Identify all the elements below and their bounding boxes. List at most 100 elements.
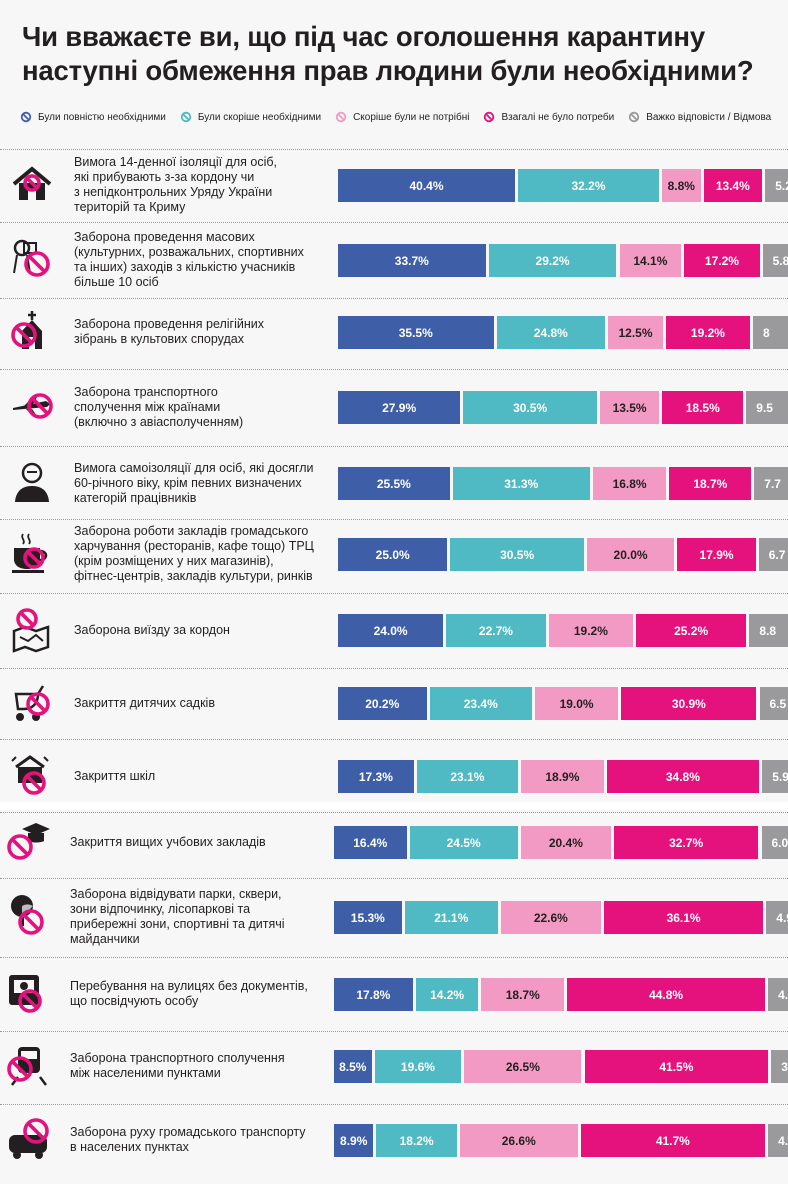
bar-segment: 20.4% xyxy=(520,826,611,859)
row-label-line: між населеними пунктами xyxy=(70,1066,221,1080)
bar-segment: 18.7% xyxy=(669,467,752,500)
legend: Були повністю необхідними Були скоріше не… xyxy=(20,108,788,126)
bar-value-label: 6.5 xyxy=(769,696,787,711)
bar-segment: 19.6% xyxy=(374,1050,462,1083)
bar-segment: 17.8% xyxy=(334,978,413,1011)
bar-segment: 18.5% xyxy=(662,391,744,424)
row-label-line: Закриття шкіл xyxy=(74,768,156,783)
row-separator xyxy=(0,878,788,879)
bar-segment: 8.9% xyxy=(334,1124,374,1157)
bar-segment: 13.5% xyxy=(600,391,660,424)
row-label: Заборона проведення масових (культурних, … xyxy=(74,230,304,290)
legend-label: Були повністю необхідними xyxy=(38,111,166,123)
row-label-line: більше 10 осіб xyxy=(74,275,159,289)
bar-value-label: 27.9% xyxy=(382,400,417,415)
bar-value-label: 26.6% xyxy=(501,1133,536,1148)
bar-value-label: 5.8 xyxy=(772,253,788,268)
bar-segment: 44.8% xyxy=(567,978,766,1011)
row-label-line: зібрань в культових спорудах xyxy=(74,332,244,346)
elderly-person-icon xyxy=(15,462,49,502)
row-label-line: Заборона відвідувати парки, сквери, xyxy=(70,887,282,901)
bar-segment: 14.2% xyxy=(415,978,479,1011)
bar-segment: 26.6% xyxy=(459,1124,578,1157)
bar-value-label: 20.0% xyxy=(613,547,648,562)
bar-segment: 40.4% xyxy=(338,169,515,202)
row-label: Закриття шкіл xyxy=(74,769,155,784)
bar-segment: 23.1% xyxy=(416,760,518,793)
bar-value-label: 30.5% xyxy=(513,400,548,415)
row-label-line: та інших) заходів з кількістю учасників xyxy=(74,260,296,274)
bar-value-label: 22.6% xyxy=(533,910,568,925)
row-separator xyxy=(0,369,788,370)
airplane-ban-icon xyxy=(13,393,53,419)
bar-value-label: 25.5% xyxy=(376,476,411,491)
bar-segment: 13.4% xyxy=(703,169,763,202)
bar-segment: 41.7% xyxy=(580,1124,766,1157)
bar-value-label: 19.2% xyxy=(573,623,608,638)
row-label: Заборона проведення релігійних зібрань в … xyxy=(74,317,264,347)
row-separator xyxy=(0,149,788,150)
bar-value-label: 23.4% xyxy=(463,696,498,711)
row-label-line: Перебування на вулицях без документів, xyxy=(70,979,308,993)
bar-segment: 7.7 xyxy=(754,467,788,500)
bar-value-label: 6.7 xyxy=(768,547,786,562)
bar-value-label: 41.5% xyxy=(659,1059,694,1074)
bar-value-label: 32.7% xyxy=(669,835,704,850)
bar-segment: 19.2% xyxy=(665,316,750,349)
row-label-line: сполучення між країнами xyxy=(74,399,221,414)
legend-item: Були повністю необхідними xyxy=(20,111,166,123)
bar-value-label: 8.8 xyxy=(759,623,777,638)
bar-value-label: 41.7% xyxy=(655,1133,690,1148)
legend-item: Взагалі не було потреби xyxy=(483,111,614,123)
bar-segment: 5.2 xyxy=(765,169,788,202)
bar-segment: 36.1% xyxy=(603,901,764,934)
bar-value-label: 35.5% xyxy=(398,325,433,340)
coffee-cup-ban-icon xyxy=(12,533,48,573)
row-separator xyxy=(0,519,788,520)
row-separator xyxy=(0,446,788,447)
bar-value-label: 30.5% xyxy=(500,547,535,562)
bar-value-label: 8.8% xyxy=(667,178,695,193)
row-label-line: категорій працівників xyxy=(74,490,197,505)
bar-segment: 4.5 xyxy=(768,1124,788,1157)
row-label-line: які прибувають з-за кордону чи xyxy=(74,170,255,184)
bar-value-label: 40.4% xyxy=(409,178,444,193)
bar-segment: 27.9% xyxy=(338,391,461,424)
row-label-line: прибережні зони, спортивні та дитячі xyxy=(70,917,285,931)
bar-segment: 21.1% xyxy=(404,901,498,934)
bar-value-label: 18.9% xyxy=(545,769,580,784)
row-label: Заборона руху громадського транспорту в н… xyxy=(70,1125,306,1155)
bar-value-label: 30.9% xyxy=(671,696,706,711)
bar-segment: 30.9% xyxy=(621,687,757,720)
row-label-line: майданчики xyxy=(70,932,140,946)
chart-title: Чи вважаєте ви, що під час оголошення ка… xyxy=(22,20,782,88)
church-ban-icon xyxy=(11,311,42,349)
row-label: Вимога 14-денної ізоляції для осіб, які п… xyxy=(74,155,277,215)
bar-value-label: 23.1% xyxy=(450,769,485,784)
bar-segment: 24.5% xyxy=(409,826,518,859)
legend-label: Важко відповісти / Відмова xyxy=(646,111,772,123)
stroller-ban-icon xyxy=(14,685,50,721)
bar-value-label: 25.2% xyxy=(674,623,709,638)
row-label-line: Заборона проведення масових xyxy=(74,230,255,244)
bar-value-label: 25.0% xyxy=(375,547,410,562)
row-label-line: (крім розміщених у них магазинів), xyxy=(74,554,274,568)
row-label: Заборона виїзду за кордон xyxy=(74,623,230,638)
bar-segment: 29.2% xyxy=(488,244,617,277)
bar-segment: 25.0% xyxy=(338,538,448,571)
bar-value-label: 29.2% xyxy=(535,253,570,268)
row-separator xyxy=(0,1104,788,1105)
row-label: Закриття дитячих садків xyxy=(74,696,215,711)
bar-value-label: 17.9% xyxy=(699,547,734,562)
bar-value-label: 4.5 xyxy=(778,987,788,1002)
bar-segment: 31.3% xyxy=(452,467,590,500)
row-label-line: Вимога 14-денної ізоляції для осіб, xyxy=(74,155,278,169)
bar-segment: 14.1% xyxy=(619,244,682,277)
bar-value-label: 5.9 xyxy=(772,769,788,784)
mass-events-ban-icon xyxy=(13,239,50,277)
bar-segment: 23.4% xyxy=(429,687,532,720)
row-label-line: з непідконтрольних Уряду України xyxy=(74,185,273,199)
row-label-line: харчування (ресторанів, кафе тощо) ТРЦ xyxy=(74,539,314,553)
train-ban-icon xyxy=(7,1047,47,1086)
bar-segment: 34.8% xyxy=(606,760,760,793)
